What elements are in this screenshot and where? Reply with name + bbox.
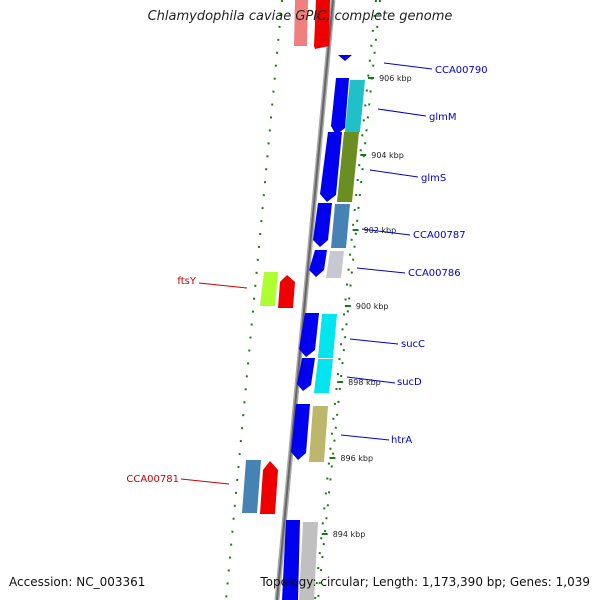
cds-glmM (331, 78, 349, 135)
cog-glmS (337, 132, 359, 202)
tick-label: 900 kbp (356, 302, 389, 311)
connector-CCA00790 (383, 62, 433, 70)
cds-CCA00786 (309, 250, 327, 277)
accession-label: Accession: NC_003361 (9, 575, 146, 589)
outer-ring-right (317, 0, 381, 600)
label-CCA00787: CCA00787 (413, 230, 466, 241)
cog-CCA00787 (331, 204, 350, 248)
cds-sucD (297, 358, 315, 391)
cds-CCA00781 (260, 461, 278, 514)
cds-htrA (291, 404, 310, 460)
tick-label: 894 kbp (333, 530, 366, 539)
label-sucC: sucC (401, 339, 425, 350)
cog-sucD (314, 359, 333, 393)
label-sucD: sucD (397, 377, 422, 388)
tick-label: 906 kbp (379, 74, 412, 83)
cds-ftsY (278, 275, 295, 308)
cds-bottom-forward (282, 520, 300, 600)
label-CCA00781: CCA00781 (126, 474, 179, 485)
tick-label: 902 kbp (364, 226, 397, 235)
gene-labels: CCA00790 glmM glmS CCA00787 CCA00786 suc… (126, 65, 487, 485)
tick-label: 904 kbp (371, 151, 404, 160)
cog-CCA00781 (242, 460, 261, 513)
genome-backbone-core (276, 0, 334, 600)
connector-htrA (340, 434, 390, 441)
cog-CCA00786 (326, 251, 344, 278)
cog-bottom (299, 522, 318, 600)
connector-CCA00787 (361, 228, 411, 236)
connector-CCA00786 (356, 267, 406, 274)
connector-sucD (346, 376, 396, 384)
connector-glmS (369, 169, 419, 178)
cds-glmS (320, 132, 342, 202)
label-glmS: glmS (421, 173, 446, 184)
cog-sucC (318, 314, 337, 358)
cds-CCA00787 (313, 203, 332, 247)
label-CCA00790: CCA00790 (435, 65, 488, 76)
cds-sucC (299, 313, 319, 357)
map-title: Chlamydophila caviae GPIC, complete geno… (147, 9, 453, 24)
label-htrA: htrA (391, 435, 412, 446)
topology-summary: Topology: circular; Length: 1,173,390 bp… (260, 575, 590, 589)
cds-forward-marker (338, 55, 352, 61)
cog-htrA (309, 406, 328, 462)
connector-CCA00781 (180, 478, 230, 485)
label-ftsY: ftsY (177, 276, 196, 287)
cog-ftsY (260, 272, 278, 306)
tick-layer: 906 kbp 904 kbp 902 kbp 900 kbp 898 kbp 896 k… (321, 74, 412, 539)
label-CCA00786: CCA00786 (408, 268, 461, 279)
tick-label: 896 kbp (340, 454, 373, 463)
tick-label: 898 kbp (348, 378, 381, 387)
cog-glmM (345, 80, 365, 132)
cds-reverse-top-2 (314, 0, 330, 49)
connector-sucC (349, 338, 399, 345)
label-connectors (180, 62, 433, 485)
connector-glmM (377, 108, 427, 117)
cds-reverse-top-1 (294, 0, 308, 46)
connector-ftsY (198, 282, 248, 289)
label-glmM: glmM (429, 112, 457, 123)
tick-ring-right (314, 0, 377, 600)
